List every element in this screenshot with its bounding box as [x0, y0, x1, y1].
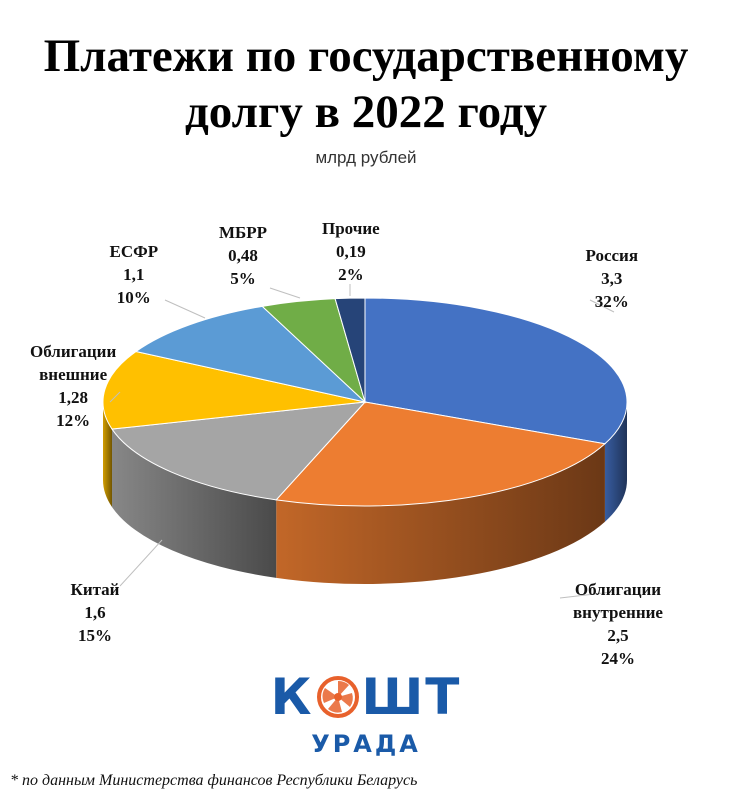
logo-subtitle: УРАДА — [311, 730, 421, 758]
slice-label-name-line-2: внутренние — [573, 603, 663, 622]
slice-label-name-line-1: Россия — [585, 246, 639, 265]
slice-label-value: 0,19 — [335, 242, 366, 261]
slice-label-percent: 12% — [56, 411, 91, 430]
slice-label-name-line-2: внешние — [39, 365, 108, 384]
pie-slice-7 — [334, 297, 366, 403]
source-footnote: * по данным Министерства финансов Респуб… — [10, 772, 418, 789]
leader-line-3 — [119, 539, 163, 587]
slice-label-value: 1,1 — [123, 265, 145, 284]
pie-side-1 — [604, 402, 627, 522]
pie-side-2 — [276, 443, 605, 584]
slice-label-name-line-1: Облигации — [30, 342, 117, 361]
leader-line-4 — [109, 391, 121, 403]
slice-label-4: Облигации внешние 1,28 12% — [30, 340, 116, 432]
slice-label-5: ЕСФР 1,1 10% — [110, 240, 159, 309]
slice-label-percent: 5% — [230, 269, 256, 288]
slice-label-value: 2,5 — [607, 626, 629, 645]
pie-slice-2 — [275, 401, 607, 507]
slice-label-name-line-1: ЕСФР — [109, 242, 159, 261]
slice-label-value: 3,3 — [601, 269, 623, 288]
slice-label-1: Россия 3,3 32% — [586, 244, 639, 313]
pie-slice-4 — [102, 351, 366, 430]
pie-top-faces — [102, 297, 628, 507]
logo-wordmark: К ШТ — [271, 668, 462, 726]
slice-label-name-line-1: Прочие — [322, 219, 380, 238]
pie-side-walls — [103, 402, 627, 584]
pie-slice-5 — [134, 305, 367, 403]
leader-line-5 — [164, 299, 206, 319]
chart-title-line-1: Платежи по государственному — [43, 30, 689, 82]
slice-label-3: Китай 1,6 15% — [71, 578, 120, 647]
slice-label-name-line-1: Китай — [70, 580, 120, 599]
leader-line-6 — [269, 287, 301, 299]
logo-text-part-1: К — [270, 668, 314, 726]
leader-line-1 — [589, 299, 615, 313]
slice-label-name-line-1: МБРР — [219, 223, 268, 242]
pie-side-3 — [112, 429, 277, 578]
slice-label-value: 1,6 — [84, 603, 106, 622]
pie-slice-1 — [364, 297, 628, 445]
slice-label-percent: 15% — [77, 626, 112, 645]
slice-label-6: МБРР 0,48 5% — [219, 221, 267, 290]
slice-label-percent: 24% — [600, 649, 635, 668]
chart-subtitle: млрд рублей — [315, 148, 417, 167]
leader-lines — [109, 284, 615, 599]
slice-label-value: 1,28 — [58, 388, 88, 407]
slice-label-percent: 10% — [116, 288, 151, 307]
slice-label-value: 0,48 — [228, 246, 258, 265]
chart-title-line-2: долгу в 2022 году — [184, 86, 548, 138]
orange-slice-logo-icon — [316, 676, 359, 718]
leader-line-2 — [559, 591, 613, 599]
slice-label-name-line-1: Облигации — [574, 580, 662, 599]
slice-label-7: Прочие 0,19 2% — [322, 217, 380, 286]
pie-side-4 — [103, 402, 113, 508]
pie-slice-3 — [111, 401, 367, 501]
logo-text-part-2: ШТ — [361, 668, 462, 726]
slice-label-2: Облигации внутренние 2,5 24% — [573, 578, 663, 670]
chart-title: Платежи по государственному долгу в 2022… — [0, 28, 732, 140]
logo: К ШТ УРАДА — [0, 668, 732, 758]
slice-label-percent: 2% — [338, 265, 364, 284]
slice-label-percent: 32% — [594, 292, 629, 311]
